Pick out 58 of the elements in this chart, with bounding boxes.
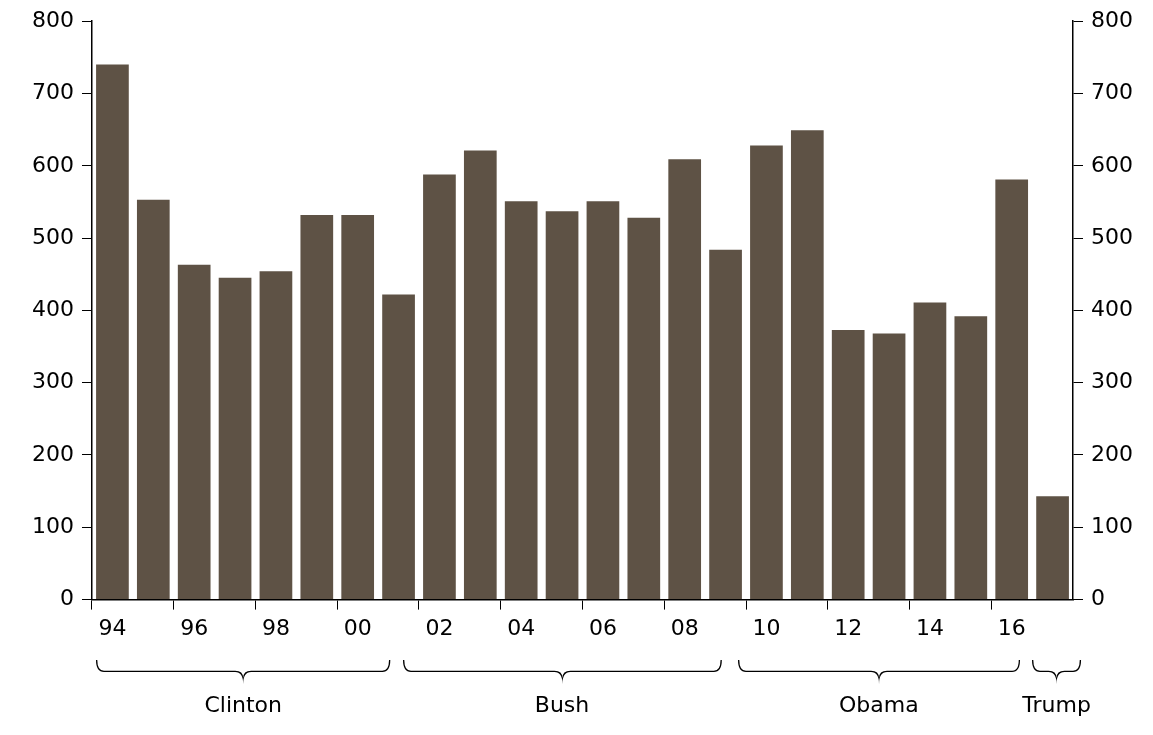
x-tick-label: 12: [834, 614, 863, 640]
y2-tick-label: 500: [1091, 223, 1134, 249]
x-tick-label: 14: [915, 614, 944, 640]
bar: [668, 159, 702, 600]
y2-tick-label: 600: [1091, 151, 1134, 177]
bar: [872, 333, 906, 600]
x-tick-label: 10: [752, 614, 781, 640]
y2-tick-label: 400: [1091, 296, 1134, 322]
bar: [423, 174, 456, 600]
y2-tick-label: 0: [1091, 585, 1106, 611]
y-tick-label: 500: [31, 223, 74, 249]
bar: [831, 329, 865, 600]
bar: [954, 316, 988, 600]
text: Obama: [839, 692, 919, 717]
bar: [177, 264, 211, 600]
x-tick-label: 98: [261, 614, 290, 640]
bar: [218, 277, 252, 600]
y-tick-label: 600: [31, 151, 74, 177]
bar: [259, 271, 293, 600]
bar: [300, 214, 334, 600]
text: Bush: [534, 692, 590, 717]
x-tick-label: 16: [997, 614, 1026, 640]
bar: [750, 145, 783, 600]
y2-tick-label: 300: [1091, 368, 1134, 394]
bar: [709, 249, 742, 600]
bar: [586, 201, 620, 600]
bar: [96, 64, 129, 600]
bar: [545, 211, 579, 600]
y-tick-label: 800: [31, 6, 74, 32]
x-tick-label: 04: [507, 614, 536, 640]
y-tick-label: 700: [31, 79, 74, 105]
y-tick-label: 0: [59, 585, 74, 611]
x-tick-label: 94: [98, 614, 127, 640]
x-tick-label: 06: [588, 614, 617, 640]
y-tick-label: 100: [31, 513, 74, 539]
x-tick-label: 00: [343, 614, 372, 640]
y-tick-label: 200: [31, 440, 74, 466]
bar: [1036, 496, 1069, 600]
x-tick-label: 08: [670, 614, 699, 640]
text: Trump: [1022, 692, 1091, 717]
y2-tick-label: 700: [1091, 79, 1134, 105]
bar: [627, 217, 661, 600]
x-tick-label: 02: [425, 614, 454, 640]
bar: [136, 199, 170, 600]
y2-tick-label: 100: [1091, 513, 1134, 539]
bar: [995, 179, 1029, 600]
bar: [790, 130, 824, 600]
y-tick-label: 400: [31, 296, 74, 322]
bar: [341, 214, 375, 600]
x-tick-label: 96: [180, 614, 209, 640]
y-tick-label: 300: [31, 368, 74, 394]
bar: [504, 201, 538, 600]
bar: [382, 294, 415, 600]
text: Clinton: [204, 692, 282, 717]
y2-tick-label: 800: [1091, 6, 1134, 32]
bar: [913, 302, 947, 600]
bar: [463, 150, 497, 600]
y2-tick-label: 200: [1091, 440, 1134, 466]
